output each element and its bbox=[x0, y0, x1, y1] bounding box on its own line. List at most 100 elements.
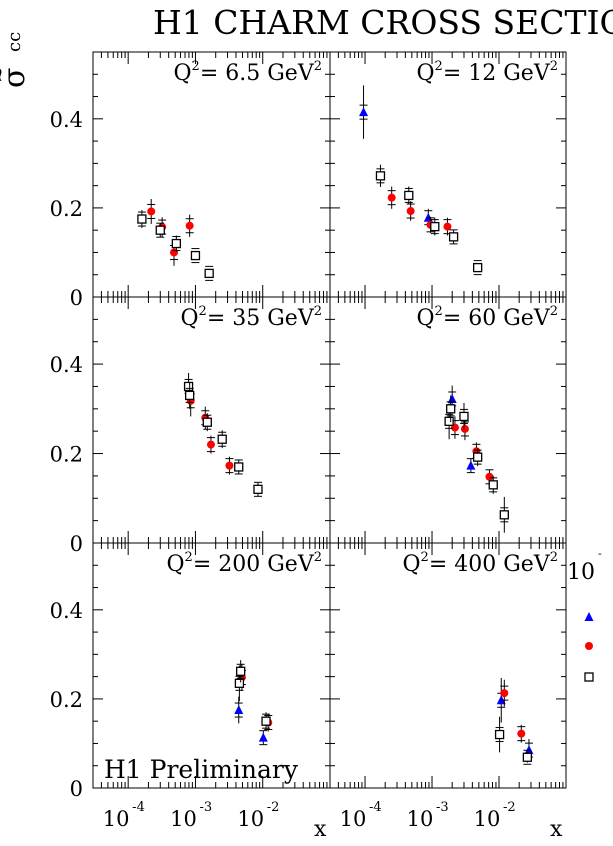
y-tick-label: 0.4 bbox=[50, 353, 83, 377]
x-tick-label-exp: -4 bbox=[369, 800, 382, 815]
square-point bbox=[204, 265, 214, 281]
circle-marker bbox=[517, 729, 526, 738]
square-point bbox=[202, 413, 212, 432]
y-tick-label: 0.2 bbox=[50, 443, 83, 467]
y-tick-label: 0.2 bbox=[50, 197, 83, 221]
legend: 10 - bbox=[567, 547, 602, 682]
square-point bbox=[494, 716, 505, 753]
circle-marker bbox=[500, 689, 509, 698]
square-point bbox=[404, 186, 414, 205]
circle-point bbox=[225, 456, 234, 475]
triangle-marker bbox=[466, 460, 476, 470]
x-tick-label-exp: -4 bbox=[132, 800, 145, 815]
square-marker bbox=[204, 268, 214, 279]
y-tick-label: 0 bbox=[70, 532, 83, 556]
x-tick-label: 10 bbox=[170, 807, 197, 831]
triangle-marker bbox=[258, 732, 268, 742]
x-tick-label-exp: -3 bbox=[436, 800, 449, 815]
legend-circle-marker bbox=[585, 642, 593, 650]
square-marker bbox=[234, 462, 244, 472]
x-tick-label: 10 bbox=[407, 807, 434, 831]
triangle-marker bbox=[423, 212, 433, 222]
panel-frame bbox=[92, 542, 331, 789]
circle-point bbox=[406, 201, 415, 221]
square-marker bbox=[459, 411, 469, 422]
square-marker bbox=[202, 417, 212, 427]
square-point bbox=[473, 260, 483, 276]
square-marker bbox=[444, 416, 454, 426]
circle-point bbox=[206, 435, 215, 454]
panel-label: Q2= 60 GeV2 bbox=[416, 304, 558, 331]
triangle-marker bbox=[234, 705, 244, 715]
circle-point bbox=[500, 679, 509, 707]
circle-point bbox=[460, 417, 469, 441]
triangle-marker bbox=[359, 107, 369, 117]
triangle-marker bbox=[524, 745, 534, 755]
circle-marker bbox=[460, 424, 469, 433]
x-tick-label: 10 bbox=[237, 807, 264, 831]
square-marker bbox=[375, 171, 386, 181]
panel-label: Q2= 12 GeV2 bbox=[416, 59, 558, 86]
square-point bbox=[459, 403, 469, 430]
circle-point bbox=[185, 214, 194, 237]
circle-marker bbox=[485, 472, 494, 481]
panel-2: Q2= 12 GeV2 bbox=[329, 51, 567, 298]
legend-square-marker bbox=[584, 672, 594, 682]
square-marker bbox=[236, 666, 246, 676]
y-tick-label: 0 bbox=[70, 286, 83, 310]
square-point bbox=[446, 395, 456, 423]
square-marker bbox=[430, 221, 440, 232]
y-axis-label: σ cc ~ bbox=[0, 32, 32, 88]
square-marker bbox=[137, 214, 147, 224]
triangle-marker bbox=[447, 393, 457, 403]
square-marker bbox=[446, 404, 456, 414]
circle-point bbox=[517, 724, 526, 743]
panel-frame bbox=[329, 51, 567, 298]
x-tick-label: 10 bbox=[474, 807, 501, 831]
square-point bbox=[261, 712, 271, 731]
square-marker bbox=[185, 390, 195, 401]
square-marker bbox=[488, 480, 498, 490]
x-tick-label-exp: -2 bbox=[267, 800, 280, 815]
x-axis-label-right: x bbox=[550, 817, 563, 842]
circle-marker bbox=[206, 440, 215, 449]
square-marker bbox=[253, 484, 263, 494]
y-tick-label: 0.2 bbox=[50, 688, 83, 712]
square-point bbox=[236, 660, 246, 683]
square-marker bbox=[473, 452, 483, 462]
figure-title: H1 CHARM CROSS SECTION bbox=[153, 3, 613, 42]
panel-label: Q2= 200 GeV2 bbox=[166, 550, 322, 577]
square-marker bbox=[473, 262, 483, 273]
panel-frame bbox=[92, 51, 331, 298]
square-marker bbox=[234, 678, 245, 688]
y-tick-label: 0 bbox=[70, 777, 83, 801]
y-tick-label: 0.4 bbox=[50, 599, 83, 623]
h1-preliminary-label: H1 Preliminary bbox=[104, 755, 299, 784]
square-marker bbox=[183, 381, 194, 392]
panel-3: Q2= 35 GeV2 bbox=[92, 296, 331, 544]
triangle-point bbox=[234, 696, 244, 724]
square-point bbox=[522, 749, 533, 765]
square-point bbox=[185, 381, 195, 409]
panel-4: Q2= 60 GeV2 bbox=[329, 296, 567, 544]
x-tick-label-exp: -3 bbox=[199, 800, 212, 815]
panel-label: Q2= 6.5 GeV2 bbox=[174, 59, 323, 86]
panel-label: Q2= 400 GeV2 bbox=[402, 550, 558, 577]
x-axis-label-left: x bbox=[314, 817, 327, 842]
x-tick-label: 10 bbox=[340, 807, 367, 831]
square-point bbox=[171, 235, 181, 252]
x-tick-label-exp: -2 bbox=[503, 800, 516, 815]
square-point bbox=[155, 222, 165, 238]
square-marker bbox=[522, 752, 533, 762]
square-point bbox=[234, 459, 244, 475]
square-point bbox=[137, 210, 147, 228]
square-point bbox=[375, 164, 386, 187]
square-point bbox=[473, 448, 483, 467]
square-point bbox=[253, 481, 263, 497]
square-marker bbox=[190, 250, 201, 261]
square-point bbox=[234, 665, 245, 702]
legend-partial-exp: - bbox=[598, 547, 602, 560]
legend-triangle-marker bbox=[584, 612, 594, 621]
square-marker bbox=[448, 232, 459, 242]
